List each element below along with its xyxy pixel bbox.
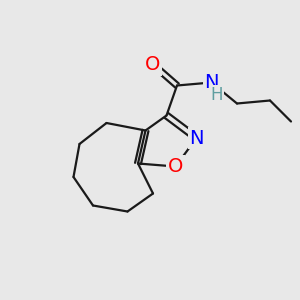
Text: O: O [168, 157, 183, 176]
Text: N: N [189, 128, 204, 148]
Text: H: H [211, 86, 223, 104]
Text: N: N [204, 73, 219, 92]
Text: O: O [145, 55, 161, 74]
